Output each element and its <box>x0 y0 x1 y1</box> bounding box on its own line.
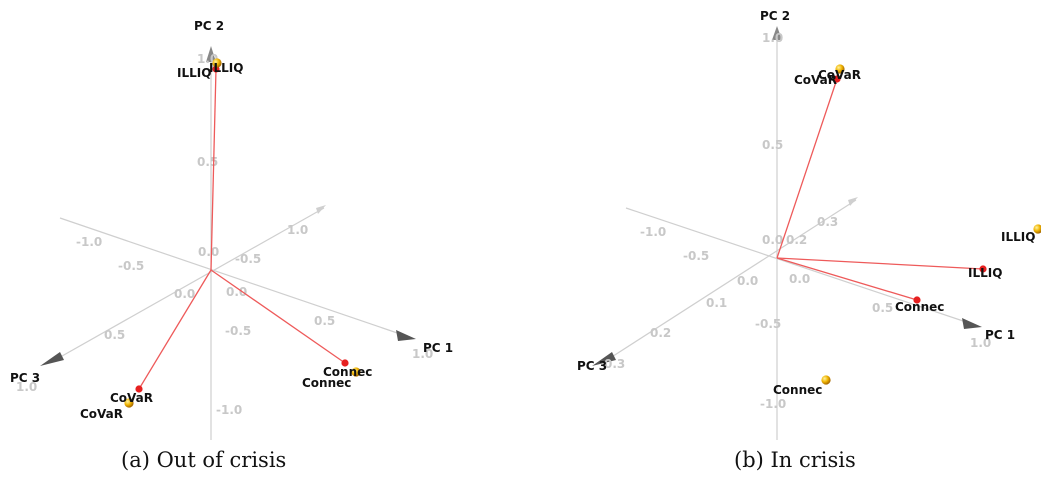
tick-label: 1.0 <box>762 31 783 45</box>
point-covar <box>124 398 134 408</box>
vector-tip-connec <box>341 359 349 367</box>
tick-label: -1.0 <box>216 403 242 417</box>
arrow-pc1-b <box>962 318 982 329</box>
point-connec <box>351 367 361 377</box>
tick-label: 1.0 <box>16 380 37 394</box>
tick-label: -1.0 <box>640 225 666 239</box>
point-label-connec: Connec <box>773 383 822 397</box>
tick-label: 0.5 <box>872 301 893 315</box>
tick-label: 0.0 <box>737 274 758 288</box>
tick-label: -1.0 <box>76 235 102 249</box>
tick-label: 0.0 <box>174 287 195 301</box>
tick-label: 0.5 <box>197 155 218 169</box>
tick-label: 0.3 <box>604 357 625 371</box>
point-illiq <box>212 58 222 68</box>
tick-label: 0.5 <box>314 314 335 328</box>
axis-name-pc2: PC 2 <box>194 19 224 33</box>
vector-illiq <box>210 68 217 271</box>
axis-pc1-a <box>59 217 413 339</box>
vector-label-connec: Connec <box>323 365 372 379</box>
vector-illiq <box>776 257 984 270</box>
vector-label-illiq: ILLIQ <box>209 61 243 75</box>
axis-name-pc3: PC 3 <box>10 371 40 385</box>
tick-label: -0.5 <box>225 324 251 338</box>
point-illiq <box>1033 224 1041 234</box>
point-label-covar: CoVaR <box>80 407 123 421</box>
caption-a: (a) Out of crisis <box>121 448 286 472</box>
vector-connec <box>210 269 346 364</box>
tick-label: 1.0 <box>970 336 991 350</box>
tick-label: -0.5 <box>235 252 261 266</box>
tick-label: 0.0 <box>226 285 247 299</box>
panel-in-crisis: 1.0 0.5 0.0 -0.5 -1.0 -1.0 -0.5 0.0 0.1 … <box>577 9 1041 440</box>
panel-out-of-crisis: 1.0 0.5 0.0 -0.5 -1.0 -1.0 -0.5 0.0 0.5 … <box>10 19 453 440</box>
vector-connec <box>776 257 918 301</box>
tick-label: 0.3 <box>817 215 838 229</box>
arrow-pc2-a <box>206 46 216 62</box>
vector-label-illiq: ILLIQ <box>968 266 1002 280</box>
tick-label: -0.5 <box>755 317 781 331</box>
tick-label: 0.0 <box>789 272 810 286</box>
vector-tip-covar <box>833 75 841 83</box>
axis-pc1-b <box>625 207 979 327</box>
tick-label: 0.2 <box>786 233 807 247</box>
caption-b: (b) In crisis <box>734 448 856 472</box>
vector-tip-illiq <box>979 265 987 273</box>
vector-covar <box>776 78 838 259</box>
vector-label-connec: Connec <box>895 300 944 314</box>
tick-label: -0.5 <box>118 259 144 273</box>
arrow-pc1-a <box>396 330 416 341</box>
point-covar <box>835 64 845 74</box>
tick-label: 1.0 <box>412 347 433 361</box>
point-connec <box>821 375 831 385</box>
arrow-pc3-a <box>40 352 64 366</box>
arrow-diag-b <box>848 197 858 206</box>
vector-label-covar: CoVaR <box>110 391 153 405</box>
tick-label: 0.5 <box>104 328 125 342</box>
axis-pc3-b <box>606 199 857 361</box>
axis-name-pc3: PC 3 <box>577 359 607 373</box>
tick-label: 0.0 <box>198 245 219 259</box>
point-label-covar: CoVaR <box>794 73 837 87</box>
arrow-pc2-b <box>772 26 782 40</box>
axis-pc3-a <box>54 207 325 361</box>
tick-label: 1.0 <box>287 223 308 237</box>
vector-tip-connec <box>913 296 921 304</box>
vector-label-covar: CoVaR <box>818 68 861 82</box>
point-label-illiq: ILLIQ <box>1001 230 1035 244</box>
vector-covar <box>138 269 212 390</box>
point-label-illiq: ILLIQ <box>177 66 211 80</box>
vector-tip-covar <box>135 385 143 393</box>
tick-label: 0.1 <box>706 296 727 310</box>
axis-name-pc1: PC 1 <box>985 328 1015 342</box>
tick-label: -0.5 <box>683 249 709 263</box>
tick-label: 0.2 <box>650 326 671 340</box>
axis-name-pc2: PC 2 <box>760 9 790 23</box>
point-label-connec: Connec <box>302 376 351 390</box>
tick-label: 0.5 <box>762 138 783 152</box>
tick-label: 0.0 <box>762 233 783 247</box>
arrow-pc3-b <box>592 352 616 366</box>
arrow-diag-a <box>316 205 326 214</box>
tick-label: -1.0 <box>760 397 786 411</box>
axis-name-pc1: PC 1 <box>423 341 453 355</box>
